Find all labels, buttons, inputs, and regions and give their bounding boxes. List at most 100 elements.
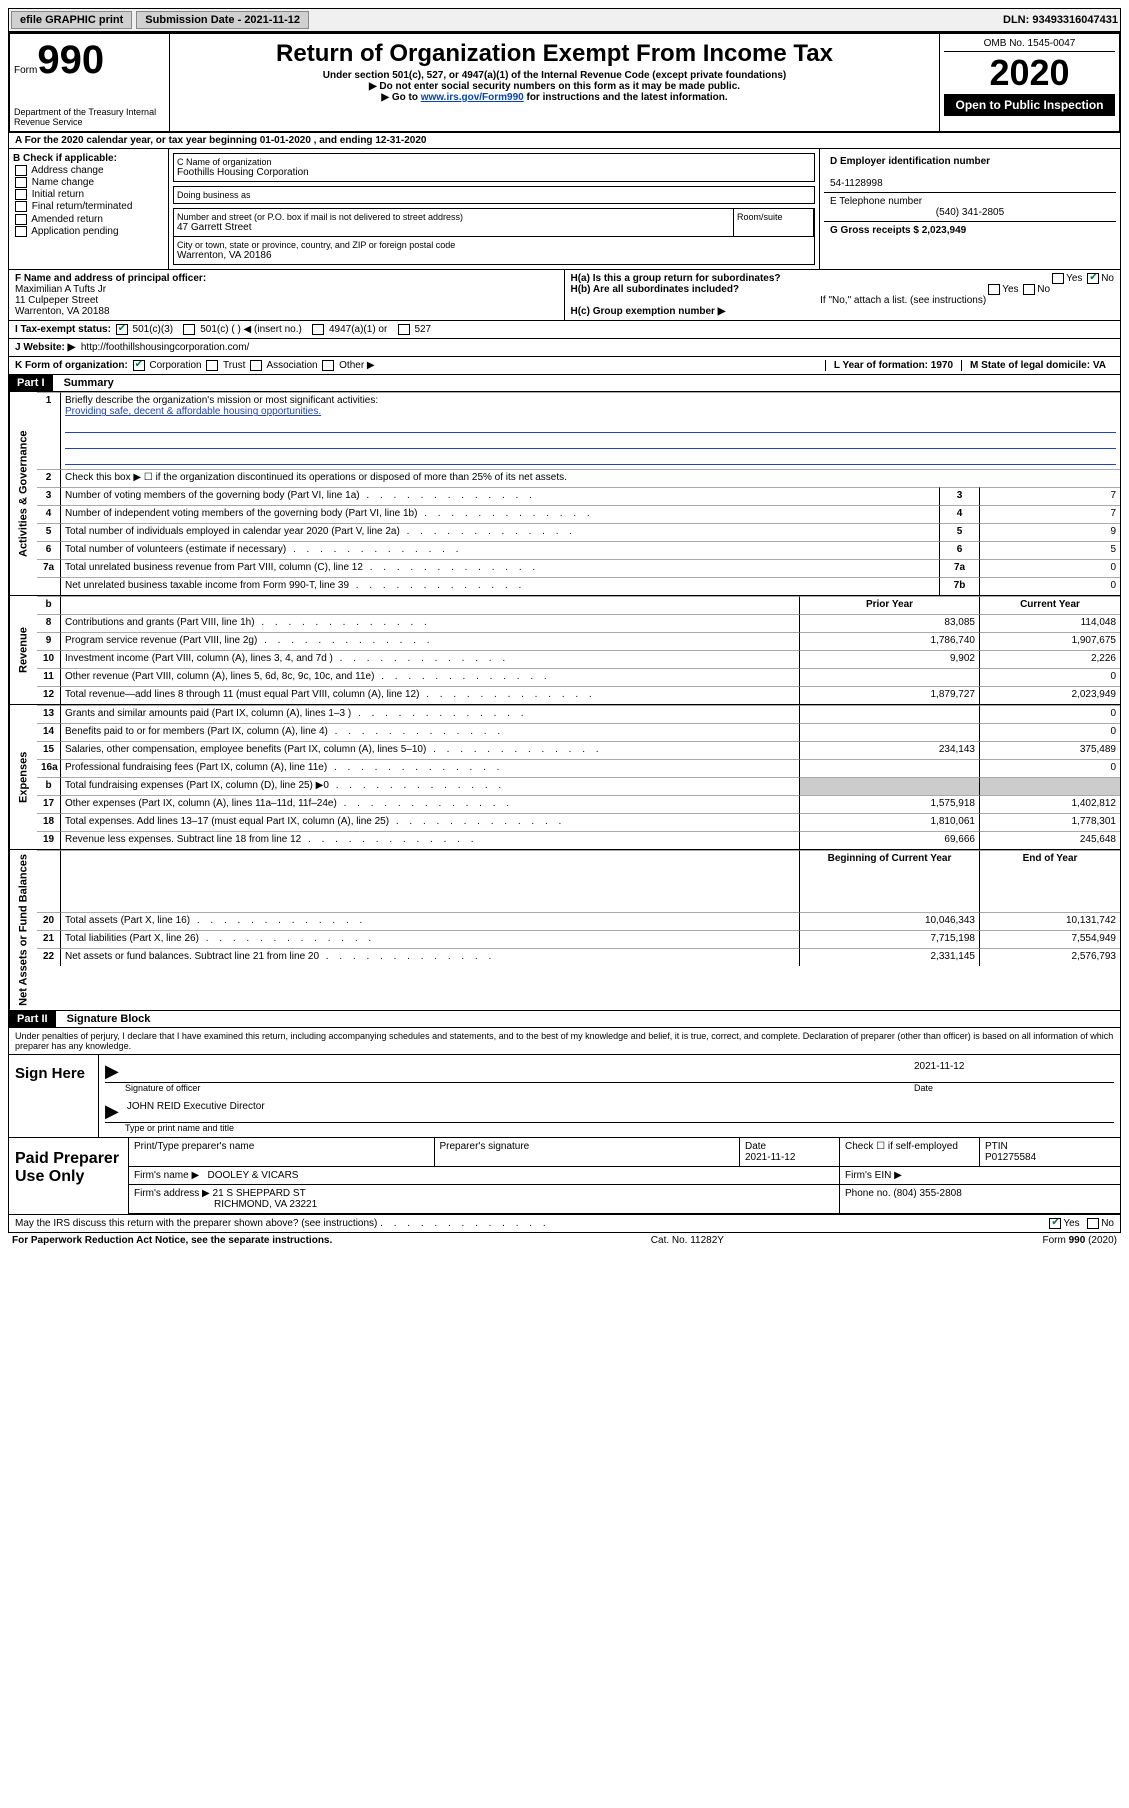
- submission-date-button[interactable]: Submission Date - 2021-11-12: [136, 11, 309, 29]
- hb-no-checkbox[interactable]: [1023, 284, 1035, 295]
- box-b-checkboxes: B Check if applicable: Address change Na…: [9, 149, 169, 269]
- street-address: 47 Garrett Street: [177, 222, 730, 233]
- public-inspection-badge: Open to Public Inspection: [944, 94, 1115, 116]
- summary-row: 15Salaries, other compensation, employee…: [37, 741, 1120, 759]
- summary-row: 7aTotal unrelated business revenue from …: [37, 559, 1120, 577]
- mission-text: Providing safe, decent & affordable hous…: [65, 406, 321, 417]
- firm-ein: Firm's EIN ▶: [840, 1167, 1120, 1185]
- form-number: Form990: [14, 38, 165, 83]
- summary-row: 5Total number of individuals employed in…: [37, 523, 1120, 541]
- summary-row: 14Benefits paid to or for members (Part …: [37, 723, 1120, 741]
- summary-row: 16aProfessional fundraising fees (Part I…: [37, 759, 1120, 777]
- vlabel-expenses: Expenses: [9, 705, 37, 849]
- q2-discontinued: Check this box ▶ ☐ if the organization d…: [61, 469, 1120, 487]
- chk-corporation[interactable]: [133, 360, 145, 371]
- officer-group-block: F Name and address of principal officer:…: [8, 270, 1121, 321]
- year-formation: L Year of formation: 1970: [825, 360, 961, 371]
- dept-label: Department of the Treasury Internal Reve…: [14, 107, 165, 127]
- col-end-year: End of Year: [980, 850, 1120, 912]
- chk-association[interactable]: [250, 360, 262, 371]
- subtitle-3: ▶ Go to www.irs.gov/Form990 for instruct…: [174, 92, 935, 103]
- summary-row: 4Number of independent voting members of…: [37, 505, 1120, 523]
- prep-name-header: Print/Type preparer's name: [129, 1138, 435, 1167]
- chk-initial-return[interactable]: Initial return: [13, 189, 164, 200]
- officer-name: Maximilian A Tufts Jr: [15, 284, 106, 295]
- city-state-zip: Warrenton, VA 20186: [177, 250, 811, 261]
- chk-501c[interactable]: [183, 324, 195, 335]
- discuss-with-preparer: May the IRS discuss this return with the…: [8, 1215, 1121, 1233]
- summary-row: 19Revenue less expenses. Subtract line 1…: [37, 831, 1120, 849]
- ha-yes-checkbox[interactable]: [1052, 273, 1064, 284]
- summary-row: bTotal fundraising expenses (Part IX, co…: [37, 777, 1120, 795]
- summary-row: 21Total liabilities (Part X, line 26)7,7…: [37, 930, 1120, 948]
- line-a-tax-year: A For the 2020 calendar year, or tax yea…: [8, 133, 1121, 149]
- prep-check-self-employed[interactable]: Check ☐ if self-employed: [840, 1138, 980, 1167]
- subtitle-1: Under section 501(c), 527, or 4947(a)(1)…: [174, 70, 935, 81]
- sig-date-label: Date: [914, 1083, 1114, 1093]
- section-revenue: Revenue b Prior Year Current Year 8Contr…: [8, 596, 1121, 705]
- sig-arrow-icon: ▶: [105, 1061, 119, 1082]
- sig-arrow-icon-2: ▶: [105, 1101, 119, 1122]
- instructions-link[interactable]: www.irs.gov/Form990: [421, 92, 524, 103]
- summary-row: 8Contributions and grants (Part VIII, li…: [37, 614, 1120, 632]
- sig-date: 2021-11-12: [914, 1061, 1114, 1082]
- summary-row: Net unrelated business taxable income fr…: [37, 577, 1120, 595]
- ha-no-checkbox[interactable]: [1087, 273, 1099, 284]
- ein-value: 54-1128998: [830, 178, 883, 189]
- identity-block: B Check if applicable: Address change Na…: [8, 149, 1121, 270]
- chk-application-pending[interactable]: Application pending: [13, 226, 164, 237]
- chk-amended-return[interactable]: Amended return: [13, 214, 164, 225]
- room-suite-label: Room/suite: [734, 209, 814, 236]
- summary-row: 9Program service revenue (Part VIII, lin…: [37, 632, 1120, 650]
- sig-officer-label: Signature of officer: [105, 1083, 914, 1093]
- prep-date-header: Date2021-11-12: [740, 1138, 840, 1167]
- section-net-assets: Net Assets or Fund Balances Beginning of…: [8, 850, 1121, 1011]
- prep-ptin: PTINP01275584: [980, 1138, 1120, 1167]
- summary-row: 12Total revenue—add lines 8 through 11 (…: [37, 686, 1120, 704]
- discuss-yes-checkbox[interactable]: [1049, 1218, 1061, 1229]
- summary-row: 20Total assets (Part X, line 16)10,046,3…: [37, 912, 1120, 930]
- website-url: http://foothillshousingcorporation.com/: [81, 342, 249, 353]
- omb-number: OMB No. 1545-0047: [944, 38, 1115, 52]
- summary-row: 3Number of voting members of the governi…: [37, 487, 1120, 505]
- paid-preparer-block: Paid Preparer Use Only Print/Type prepar…: [8, 1138, 1121, 1215]
- chk-final-return[interactable]: Final return/terminated: [13, 201, 164, 212]
- address-box: Number and street (or P.O. box if mail i…: [173, 208, 815, 265]
- part-2-header: Part II Signature Block: [8, 1011, 1121, 1028]
- officer-name-title: JOHN REID Executive Director: [127, 1101, 265, 1122]
- vlabel-governance: Activities & Governance: [9, 392, 37, 595]
- h-a-group-return: H(a) Is this a group return for subordin…: [571, 273, 1115, 284]
- chk-501c3[interactable]: [116, 324, 128, 335]
- dln-label: DLN: 93493316047431: [1003, 14, 1118, 26]
- chk-527[interactable]: [398, 324, 410, 335]
- hb-yes-checkbox[interactable]: [988, 284, 1000, 295]
- chk-name-change[interactable]: Name change: [13, 177, 164, 188]
- org-name: Foothills Housing Corporation: [177, 167, 811, 178]
- summary-row: 17Other expenses (Part IX, column (A), l…: [37, 795, 1120, 813]
- form-header: Form990 Department of the Treasury Inter…: [8, 32, 1121, 133]
- paperwork-notice: For Paperwork Reduction Act Notice, see …: [12, 1235, 332, 1246]
- firm-phone: Phone no. (804) 355-2808: [840, 1185, 1120, 1214]
- perjury-statement: Under penalties of perjury, I declare th…: [8, 1028, 1121, 1055]
- summary-row: 10Investment income (Part VIII, column (…: [37, 650, 1120, 668]
- page-footer: For Paperwork Reduction Act Notice, see …: [8, 1233, 1121, 1248]
- prep-sig-header: Preparer's signature: [435, 1138, 741, 1167]
- telephone-box: E Telephone number (540) 341-2805: [824, 193, 1116, 222]
- telephone-value: (540) 341-2805: [830, 207, 1110, 218]
- q1-mission: Briefly describe the organization's miss…: [61, 392, 1120, 469]
- chk-trust[interactable]: [206, 360, 218, 371]
- signature-block: Sign Here ▶ 2021-11-12 Signature of offi…: [8, 1055, 1121, 1138]
- chk-4947[interactable]: [312, 324, 324, 335]
- efile-print-button[interactable]: efile GRAPHIC print: [11, 11, 132, 29]
- line-i-tax-status: I Tax-exempt status: 501(c)(3) 501(c) ( …: [8, 321, 1121, 339]
- summary-row: 6Total number of volunteers (estimate if…: [37, 541, 1120, 559]
- firm-name: Firm's name ▶ DOOLEY & VICARS: [129, 1167, 840, 1185]
- tax-year: 2020: [944, 52, 1115, 94]
- discuss-no-checkbox[interactable]: [1087, 1218, 1099, 1229]
- col-prior-year: Prior Year: [800, 596, 980, 614]
- chk-other[interactable]: [322, 360, 334, 371]
- chk-address-change[interactable]: Address change: [13, 165, 164, 176]
- catalog-number: Cat. No. 11282Y: [651, 1235, 724, 1246]
- state-domicile: M State of legal domicile: VA: [961, 360, 1114, 371]
- paid-preparer-label: Paid Preparer Use Only: [9, 1138, 129, 1214]
